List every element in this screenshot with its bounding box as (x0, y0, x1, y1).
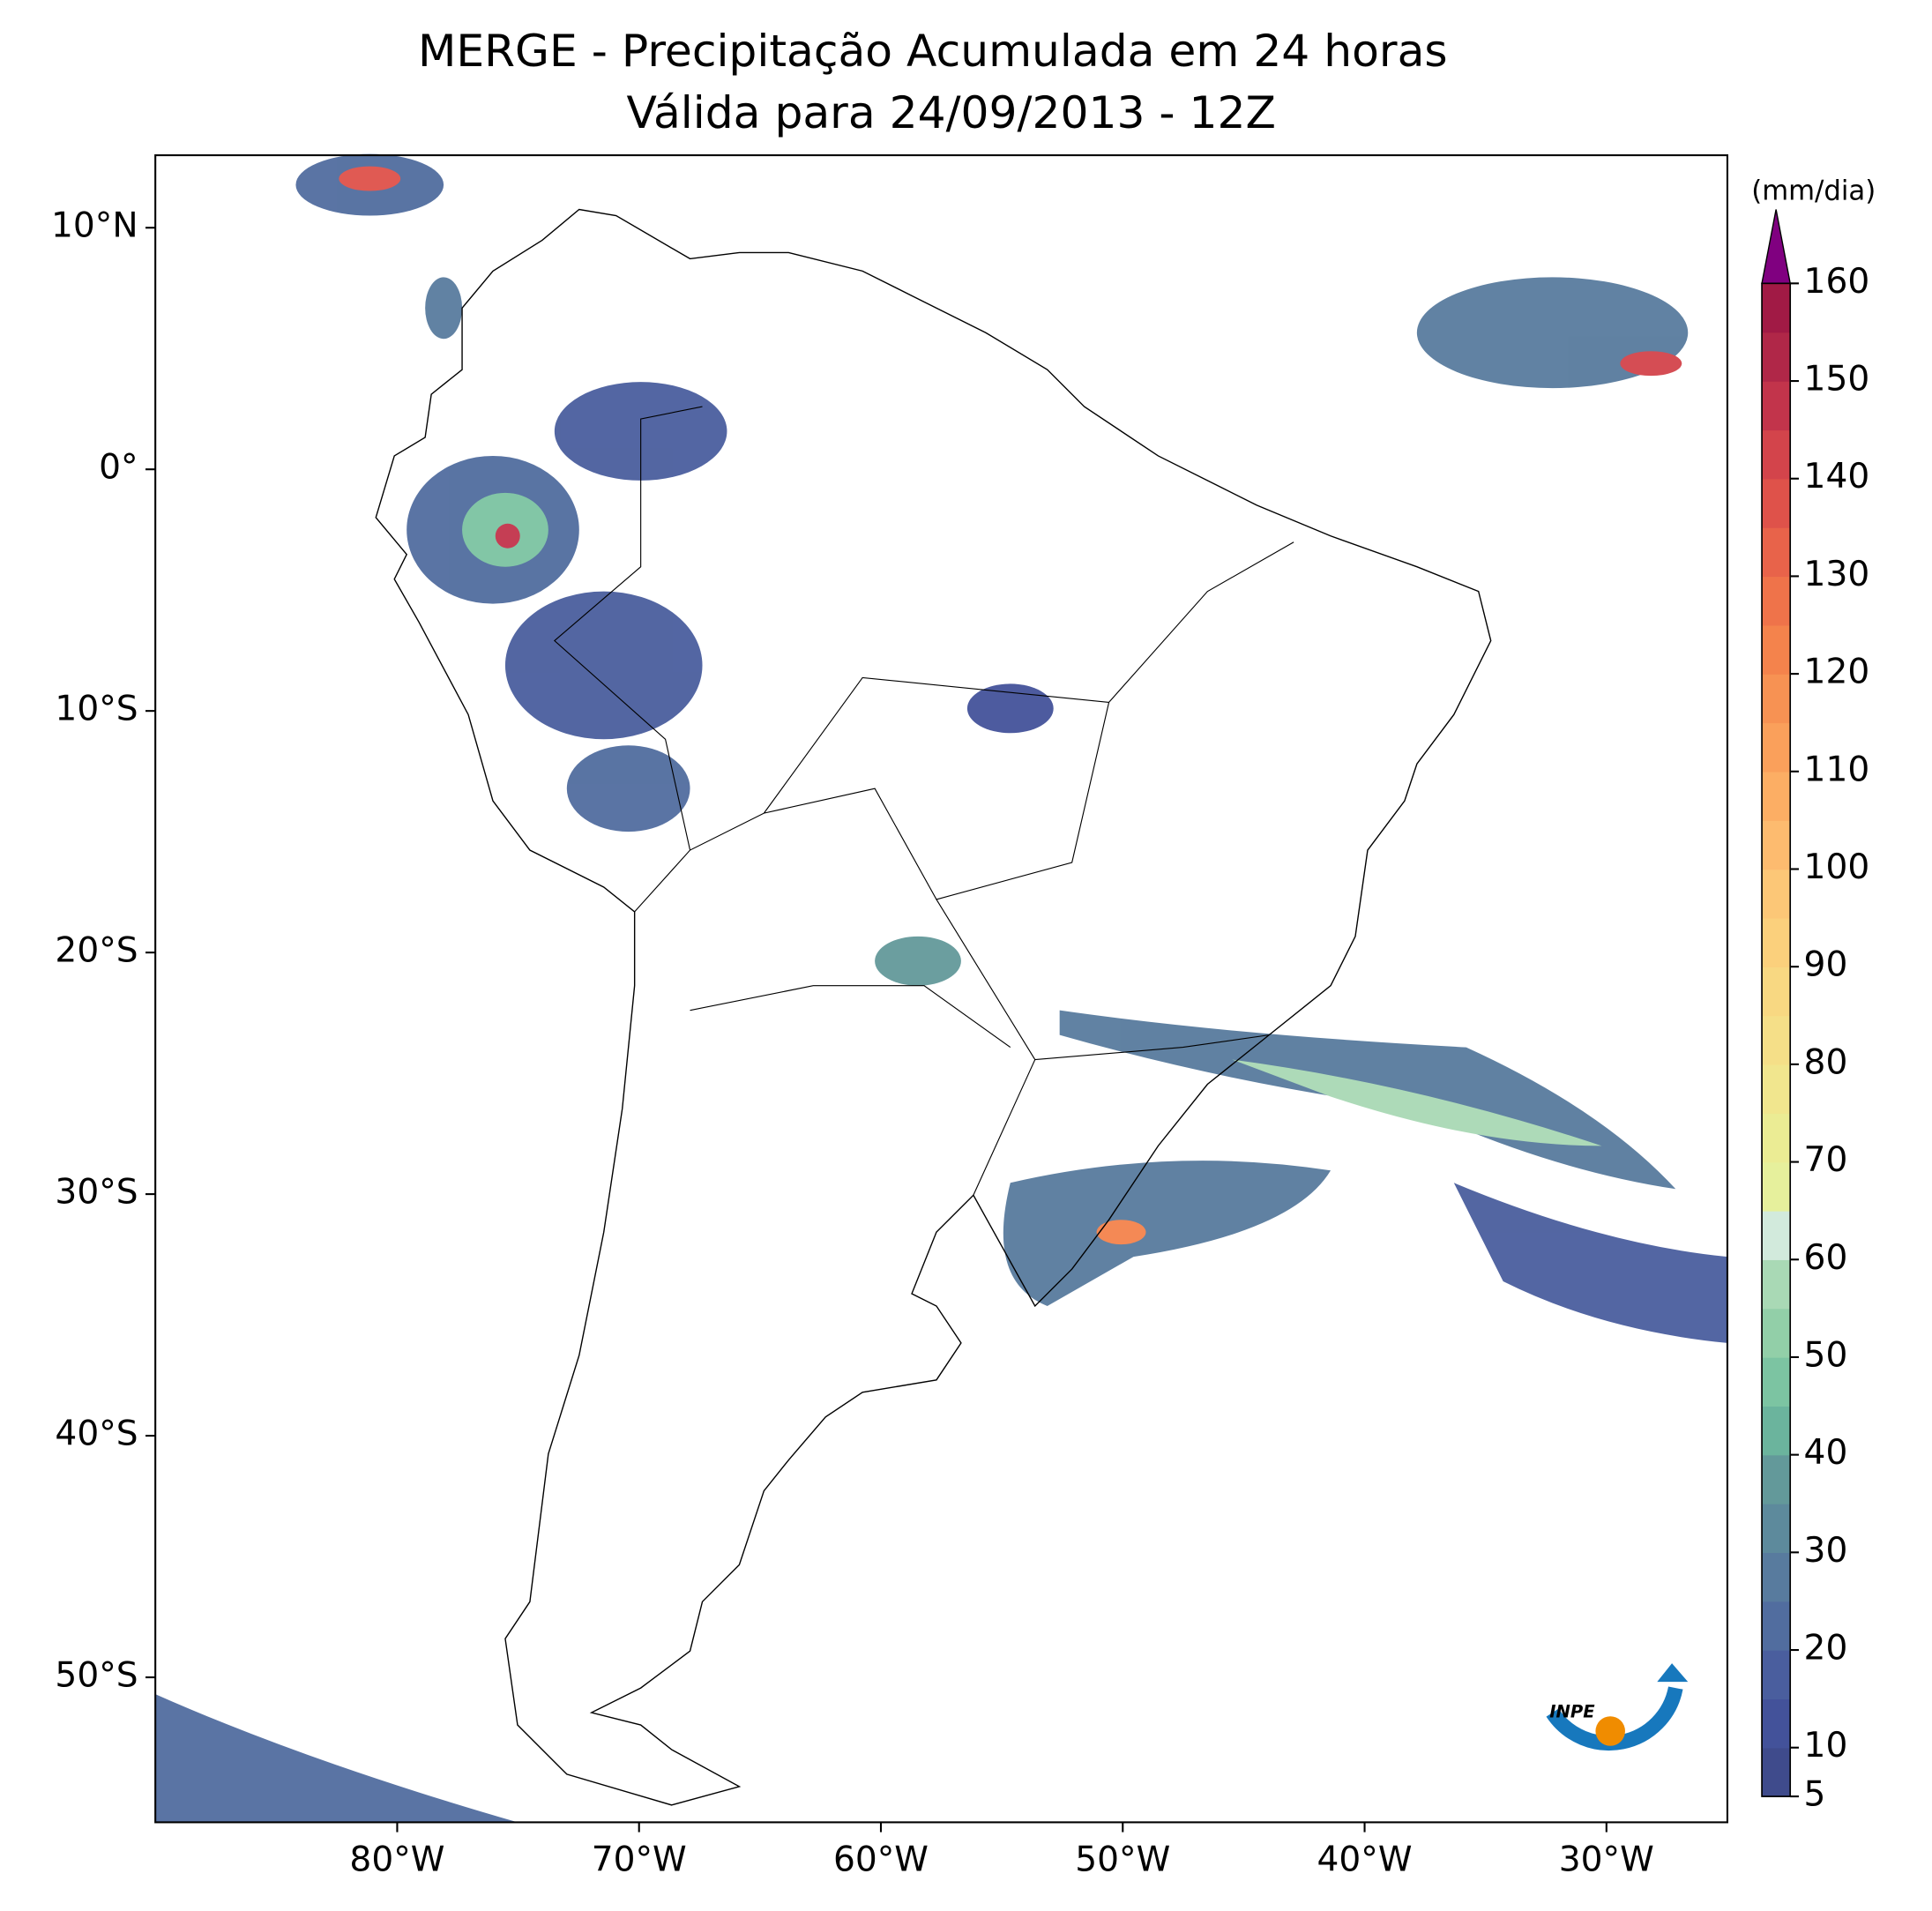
colorbar-tick-label: 50 (1804, 1335, 1848, 1375)
colorbar-segment (1762, 869, 1791, 919)
colorbar-segment (1762, 1356, 1791, 1407)
colorbar-segment (1762, 1650, 1791, 1700)
colorbar-segment (1762, 624, 1791, 675)
rain-band (1003, 1161, 1332, 1306)
colorbar-tick-label: 150 (1804, 360, 1870, 399)
colorbar-tick-label: 130 (1804, 555, 1870, 594)
logo: INPE (1546, 1663, 1689, 1751)
y-tick-label: 30°S (55, 1173, 138, 1213)
colorbar-tick-label: 100 (1804, 847, 1870, 887)
rain-area (495, 523, 520, 549)
colorbar-label: (mm/dia) (1751, 175, 1876, 206)
y-tick-label: 50°S (55, 1656, 138, 1696)
colorbar-tick-label: 90 (1804, 945, 1848, 985)
colorbar-segment (1762, 1454, 1791, 1504)
logo-text: INPE (1549, 1702, 1595, 1722)
rain-band (155, 1694, 518, 1823)
colorbar-frame (1761, 282, 1792, 1797)
colorbar-segment (1762, 1601, 1791, 1651)
rain-area (1416, 277, 1689, 389)
south-america-outline (375, 208, 1492, 1806)
colorbar-segment (1762, 820, 1791, 870)
title-line-2: Válida para 24/09/2013 - 12Z (626, 86, 1276, 138)
y-tick-label: 40°S (55, 1415, 138, 1454)
colorbar-tick-label: 40 (1804, 1433, 1848, 1473)
coastline (375, 208, 1492, 1806)
colorbar-segment (1762, 1747, 1791, 1797)
colorbar-tick-label: 160 (1804, 262, 1870, 302)
colorbar-segment (1762, 576, 1791, 626)
colorbar-tick-label: 5 (1804, 1775, 1826, 1815)
colorbar-segment (1762, 1210, 1791, 1260)
colorbar-segment (1762, 1259, 1791, 1310)
colorbar-segment (1762, 1406, 1791, 1456)
colorbar-segment (1762, 1698, 1791, 1749)
rain-area (1620, 351, 1682, 377)
logo-arrow (1657, 1663, 1689, 1683)
colorbar-segment (1762, 771, 1791, 821)
colorbar-segment (1762, 1503, 1791, 1554)
logo-dot (1595, 1716, 1625, 1746)
colorbar-segment (1762, 1064, 1791, 1114)
title-line-1: MERGE - Precipitação Acumulada em 24 hor… (418, 25, 1448, 77)
x-tick-label: 50°W (1075, 1840, 1170, 1880)
colorbar-tick-label: 80 (1804, 1042, 1848, 1082)
colorbar-segment (1762, 674, 1791, 724)
colorbar-segment (1762, 1308, 1791, 1358)
country-border (553, 406, 1294, 1196)
rain-area (504, 591, 703, 740)
rain-band (1232, 1059, 1602, 1146)
rain-area (425, 277, 463, 340)
y-tick-label: 0° (99, 448, 138, 488)
x-tick-label: 70°W (592, 1840, 687, 1880)
x-tick-label: 40°W (1317, 1840, 1413, 1880)
colorbar-segment (1762, 332, 1791, 382)
colorbar-segment (1762, 917, 1791, 967)
colorbar-segment (1762, 722, 1791, 773)
colorbar-segment (1762, 967, 1791, 1017)
colorbar-segment (1762, 429, 1791, 480)
logo-arc (1546, 1686, 1683, 1751)
colorbar-tick-label: 60 (1804, 1238, 1848, 1278)
x-tick-label: 80°W (349, 1840, 444, 1880)
colorbar-segment (1762, 527, 1791, 578)
colorbar-tick-label: 140 (1804, 457, 1870, 496)
colorbar-tick-label: 30 (1804, 1531, 1848, 1571)
rain-area (1096, 1220, 1146, 1245)
y-tick-label: 10°N (51, 206, 138, 246)
rain-area (966, 683, 1054, 734)
rain-area (566, 745, 690, 832)
rain-area (339, 166, 401, 191)
y-tick-label: 10°S (55, 690, 138, 729)
rain-area (875, 936, 961, 986)
x-tick-label: 60°W (833, 1840, 929, 1880)
x-tick-label: 30°W (1559, 1840, 1654, 1880)
colorbar-segment (1762, 381, 1791, 431)
colorbar-segment (1762, 1113, 1791, 1163)
map-frame (154, 153, 1728, 1824)
colorbar-segment (1762, 1552, 1791, 1602)
colorbar-segment (1762, 1015, 1791, 1065)
colorbar-segment (1762, 478, 1791, 528)
colorbar-tick-label: 20 (1804, 1629, 1848, 1668)
colorbar-tick-label: 120 (1804, 653, 1870, 692)
y-tick-label: 20°S (55, 931, 138, 971)
colorbar-segment (1762, 283, 1791, 333)
colorbar-tick-label: 10 (1804, 1726, 1848, 1765)
colorbar-tick-label: 70 (1804, 1140, 1848, 1180)
colorbar-tick-label: 110 (1804, 750, 1870, 789)
colorbar-segment (1762, 1161, 1791, 1212)
rain-band (1453, 1183, 1727, 1343)
